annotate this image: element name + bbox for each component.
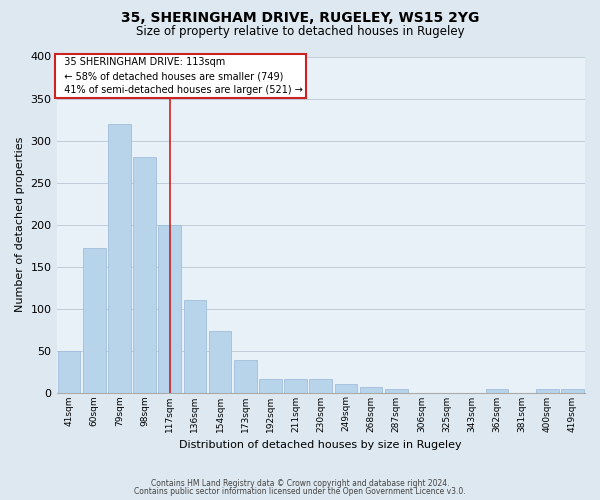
Bar bbox=[259, 379, 282, 392]
Text: 35 SHERINGHAM DRIVE: 113sqm
  ← 58% of detached houses are smaller (749)
  41% o: 35 SHERINGHAM DRIVE: 113sqm ← 58% of det… bbox=[58, 58, 302, 96]
Y-axis label: Number of detached properties: Number of detached properties bbox=[15, 137, 25, 312]
Bar bbox=[133, 158, 156, 392]
Bar bbox=[58, 350, 80, 393]
Bar bbox=[234, 360, 257, 392]
Text: Contains HM Land Registry data © Crown copyright and database right 2024.: Contains HM Land Registry data © Crown c… bbox=[151, 478, 449, 488]
Text: Contains public sector information licensed under the Open Government Licence v3: Contains public sector information licen… bbox=[134, 487, 466, 496]
Bar bbox=[209, 331, 232, 392]
Text: 35, SHERINGHAM DRIVE, RUGELEY, WS15 2YG: 35, SHERINGHAM DRIVE, RUGELEY, WS15 2YG bbox=[121, 11, 479, 25]
Bar bbox=[360, 388, 382, 392]
Bar bbox=[310, 379, 332, 392]
Bar bbox=[284, 379, 307, 392]
Bar bbox=[485, 389, 508, 392]
X-axis label: Distribution of detached houses by size in Rugeley: Distribution of detached houses by size … bbox=[179, 440, 462, 450]
Bar bbox=[335, 384, 357, 392]
Bar bbox=[536, 389, 559, 392]
Bar bbox=[108, 124, 131, 392]
Bar bbox=[385, 389, 407, 392]
Bar bbox=[184, 300, 206, 392]
Bar bbox=[561, 389, 584, 392]
Bar bbox=[158, 224, 181, 392]
Text: Size of property relative to detached houses in Rugeley: Size of property relative to detached ho… bbox=[136, 25, 464, 38]
Bar bbox=[83, 248, 106, 392]
